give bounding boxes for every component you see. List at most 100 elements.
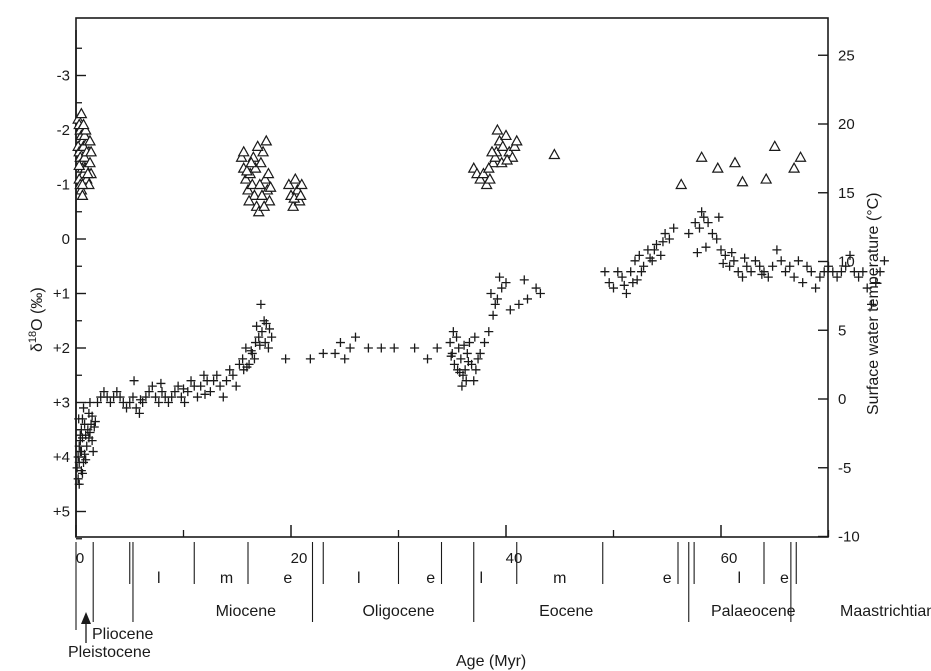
triangle-point xyxy=(77,118,90,130)
plus-point xyxy=(180,398,190,407)
plus-point xyxy=(828,267,838,277)
x-tick-label: 20 xyxy=(291,550,308,567)
plus-point xyxy=(703,218,713,228)
substage-label: l xyxy=(157,570,161,587)
plus-point xyxy=(93,398,102,407)
plus-point xyxy=(649,245,659,255)
plus-point xyxy=(205,387,215,397)
plus-point xyxy=(772,245,782,255)
y-right-tick-label: 5 xyxy=(838,322,846,339)
triangle-point xyxy=(477,167,490,179)
triangle-point xyxy=(237,145,250,157)
triangle-point xyxy=(491,123,504,135)
plus-point xyxy=(645,253,655,263)
triangle-point xyxy=(294,189,307,200)
plus-point xyxy=(129,376,139,386)
plus-point xyxy=(459,340,469,350)
plus-point xyxy=(699,212,709,222)
plus-point xyxy=(449,359,459,369)
plus-point xyxy=(448,327,458,337)
plus-point xyxy=(669,223,679,233)
plus-point xyxy=(871,278,881,288)
plus-point xyxy=(480,338,489,348)
plus-point xyxy=(486,289,496,298)
plus-point xyxy=(656,250,666,260)
plus-point xyxy=(505,305,515,315)
plus-point xyxy=(652,239,661,249)
triangle-point xyxy=(85,145,98,157)
triangle-point xyxy=(788,161,801,173)
triangle-point xyxy=(499,129,513,141)
plus-point xyxy=(265,324,274,334)
triangle-point xyxy=(245,156,258,168)
triangle-point xyxy=(259,172,272,184)
plus-point xyxy=(867,299,876,309)
plus-point xyxy=(664,234,674,244)
y-right-tick-label: -5 xyxy=(838,460,851,477)
plus-point xyxy=(446,351,456,361)
triangle-point xyxy=(248,189,261,200)
plot-frame xyxy=(75,17,829,538)
triangle-point xyxy=(262,167,275,179)
plus-point xyxy=(740,253,750,263)
triangle-point xyxy=(508,140,521,151)
plus-point xyxy=(147,381,157,391)
plus-point xyxy=(684,229,694,239)
plus-point xyxy=(701,242,711,252)
plus-point xyxy=(90,417,100,427)
plus-point xyxy=(222,376,231,386)
plus-point xyxy=(99,387,109,397)
pleistocene-arrow xyxy=(81,612,91,643)
triangle-point xyxy=(483,172,496,184)
plus-point xyxy=(76,466,86,476)
triangle-point xyxy=(510,134,523,146)
substage-label: l xyxy=(357,570,361,587)
plus-point xyxy=(74,414,84,424)
plus-point xyxy=(768,261,778,271)
plus-point xyxy=(179,384,188,394)
triangle-point xyxy=(287,200,300,211)
plus-point xyxy=(755,261,765,271)
triangle-point xyxy=(295,178,308,190)
plus-point xyxy=(125,398,135,407)
triangle-point xyxy=(794,151,807,162)
triangle-point xyxy=(496,140,509,151)
triangle-point xyxy=(246,178,259,190)
plus-point xyxy=(241,343,251,353)
plus-point xyxy=(73,474,83,484)
plus-point xyxy=(636,267,646,277)
plus-point xyxy=(697,207,707,217)
plus-point xyxy=(514,299,524,309)
triangle-point xyxy=(474,172,487,184)
plus-point xyxy=(209,376,219,386)
y-left-tick-label: +3 xyxy=(53,395,70,412)
triangle-point xyxy=(760,172,773,184)
plus-point xyxy=(718,259,728,269)
plus-point xyxy=(452,332,462,342)
triangle-point xyxy=(239,172,252,184)
plus-point xyxy=(141,392,151,402)
plus-point xyxy=(340,354,350,364)
plus-point xyxy=(495,272,505,282)
plus-point xyxy=(151,392,161,402)
plus-point xyxy=(862,283,872,293)
plus-point xyxy=(445,338,455,348)
plus-point xyxy=(234,359,244,369)
plus-point xyxy=(613,267,623,277)
plus-point xyxy=(87,411,97,421)
plus-point xyxy=(335,338,345,348)
triangle-point xyxy=(728,156,741,168)
plus-point xyxy=(725,261,735,271)
plus-point xyxy=(170,387,180,397)
plus-point xyxy=(473,354,483,364)
plus-point xyxy=(660,229,670,239)
plus-point xyxy=(750,256,760,266)
plus-point xyxy=(716,245,726,255)
plus-point xyxy=(849,267,859,277)
pleistocene-arrow-head xyxy=(81,612,91,624)
plus-point xyxy=(263,343,273,353)
plus-point xyxy=(488,310,498,320)
y-right-tick-label: 0 xyxy=(838,391,846,408)
plus-point xyxy=(115,392,125,402)
plus-point xyxy=(112,387,122,397)
